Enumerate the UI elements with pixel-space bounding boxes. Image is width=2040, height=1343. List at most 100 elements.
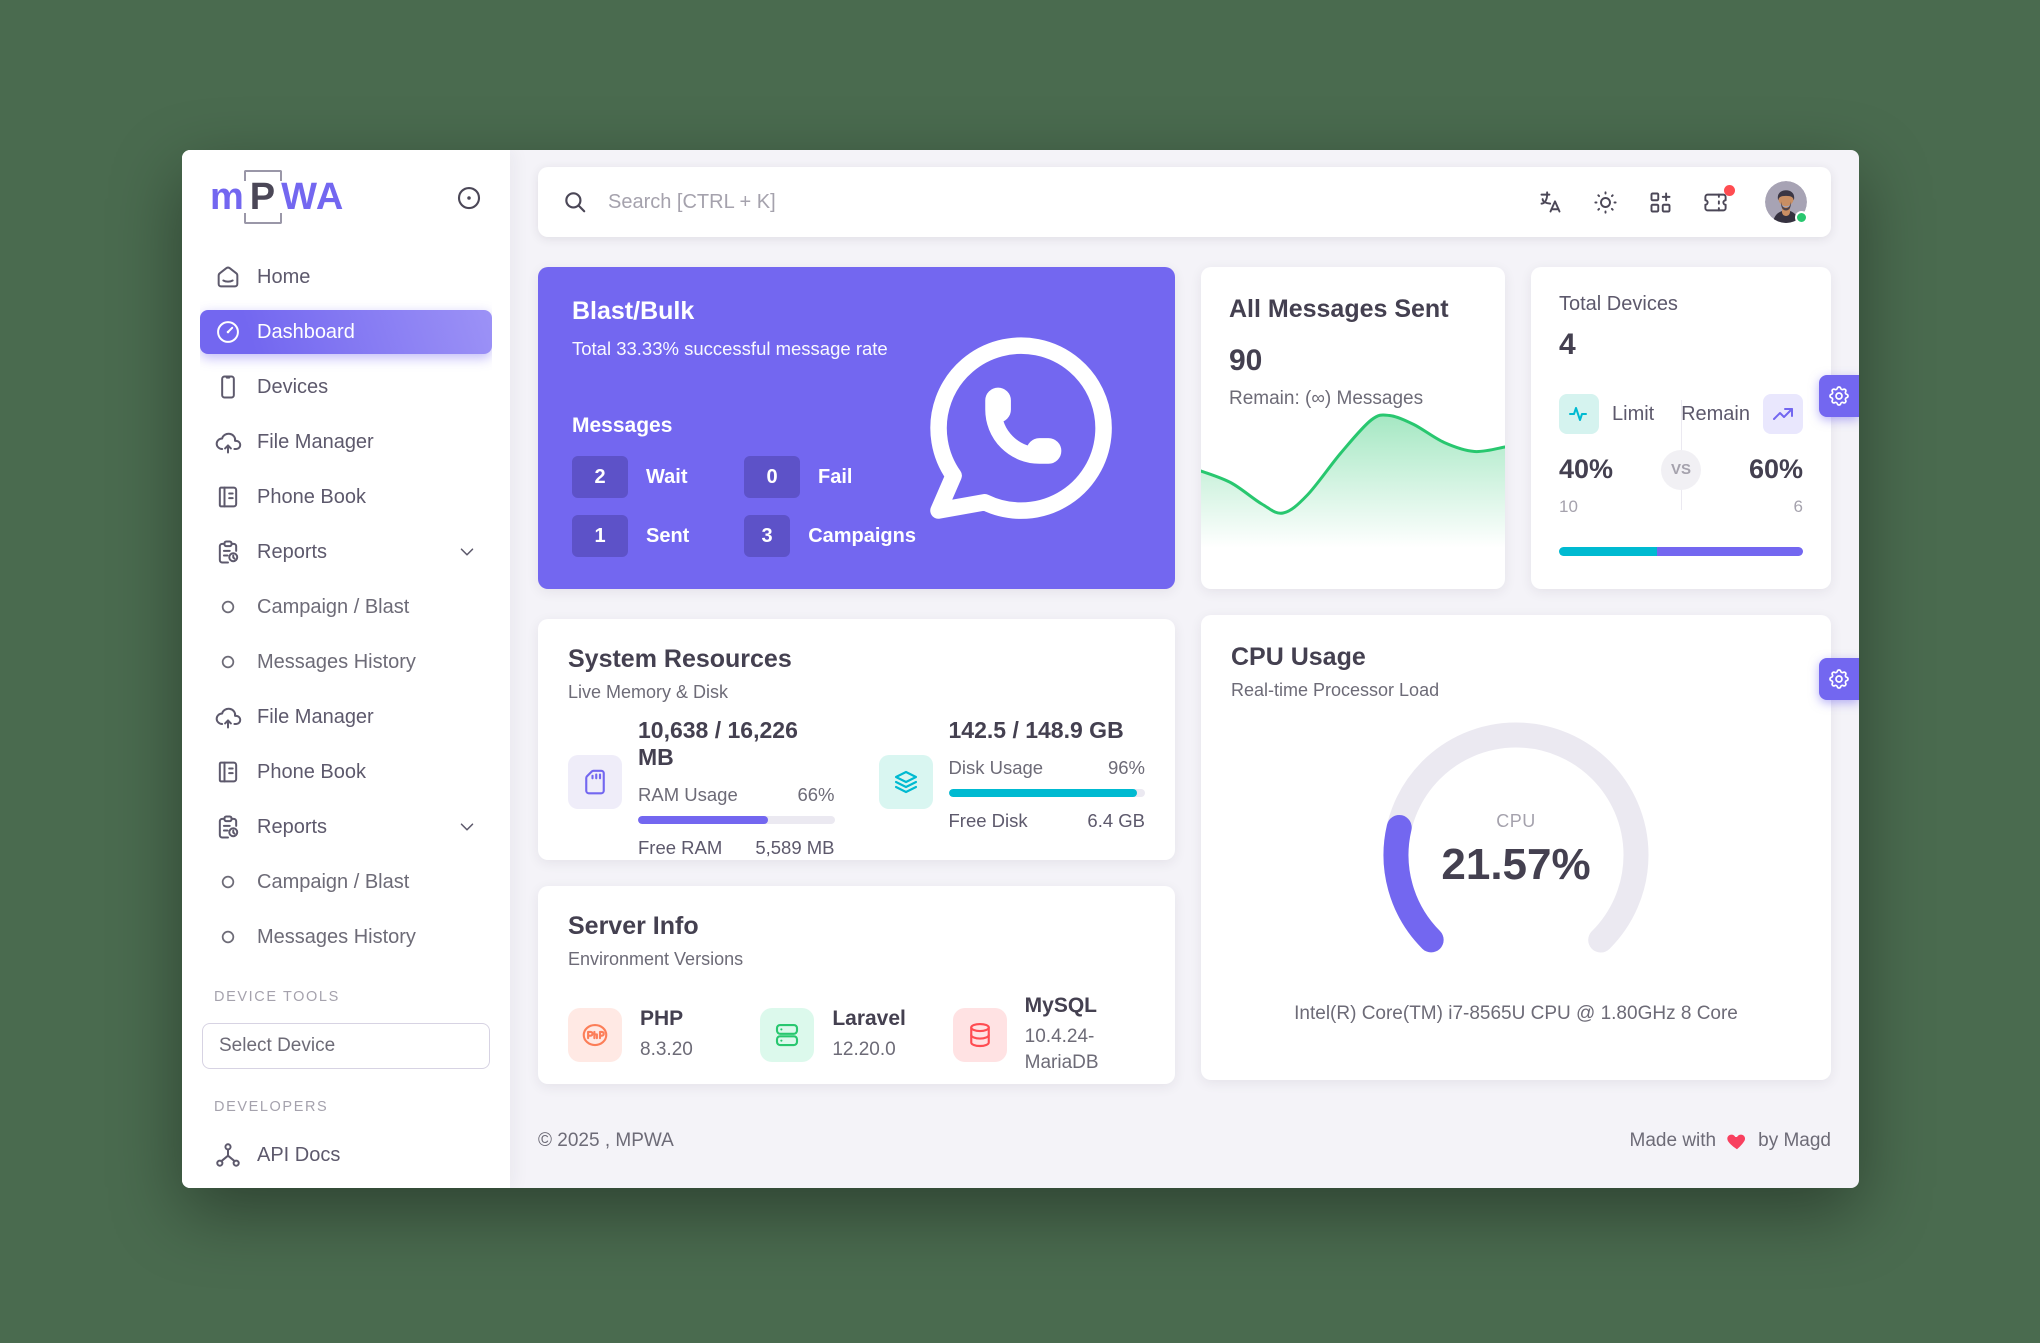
- sidebar-item-campaign-blast[interactable]: Campaign / Blast: [200, 860, 492, 904]
- sidebar-item-label: Messages History: [257, 925, 416, 948]
- remain-label: Remain: [1681, 402, 1750, 425]
- select-device-dropdown[interactable]: Select Device: [202, 1023, 490, 1069]
- env-laravel-text: Laravel 12.20.0: [832, 1007, 906, 1063]
- app-window: m P WA Home Dashboard Devices File Manager Pho…: [182, 150, 1859, 1188]
- logo-part-1: m: [210, 176, 245, 218]
- devices-split-bar: [1559, 547, 1803, 556]
- sidebar-item-campaign-blast[interactable]: Campaign / Blast: [200, 585, 492, 629]
- all-messages-remain: Remain: (∞) Messages: [1229, 388, 1424, 409]
- sidebar-item-label: Dashboard: [257, 320, 355, 343]
- search-icon: [565, 192, 586, 213]
- devices-pct-row: 40% VS 60%: [1559, 449, 1803, 490]
- sidebar-item-messages-history[interactable]: Messages History: [200, 640, 492, 684]
- sidebar-pin-toggle-icon[interactable]: [454, 183, 484, 213]
- whatsapp-icon: [911, 318, 1131, 538]
- ram-column: 10,638 / 16,226 MB RAM Usage 66% Free RA…: [568, 717, 835, 859]
- laravel-server-icon: [760, 1007, 815, 1062]
- sidebar-item-label: API Docs: [257, 1143, 341, 1166]
- limit-percent: 40%: [1559, 454, 1614, 484]
- sidebar-item-label: Campaign / Blast: [257, 595, 410, 618]
- app-logo[interactable]: m P WA: [210, 176, 344, 219]
- shortcuts-grid-icon[interactable]: [1647, 189, 1674, 216]
- right-column: All Messages Sent 90 Remain: (∞) Message…: [1201, 267, 1831, 1084]
- theme-sun-icon[interactable]: [1592, 189, 1619, 216]
- devices-counts-row: 10 6: [1559, 497, 1803, 517]
- search-bar[interactable]: [562, 189, 1537, 215]
- sidebar-item-label: Phone Book: [257, 485, 366, 508]
- stat-campaigns-value: 3: [744, 515, 791, 557]
- search-input[interactable]: [608, 190, 1537, 214]
- env-php-name: PHP: [640, 1006, 684, 1030]
- topbar: [538, 167, 1831, 237]
- sidebar-item-home[interactable]: Home: [200, 255, 492, 299]
- disk-layers-icon: [878, 755, 933, 809]
- phone-book-icon: [214, 483, 242, 511]
- sidebar-item-reports[interactable]: Reports: [200, 530, 492, 574]
- dashboard-icon: [214, 318, 242, 346]
- sidebar-menu: Home Dashboard Devices File Manager Phone Bo…: [200, 255, 492, 1188]
- stat-sent-label: Sent: [646, 524, 690, 547]
- report-icon: [214, 813, 242, 841]
- notifications-ticket-icon[interactable]: [1702, 184, 1735, 216]
- topbar-icons: [1537, 181, 1808, 224]
- sidebar-item-phone-book[interactable]: Phone Book: [200, 750, 492, 794]
- disk-body: 142.5 / 148.9 GB Disk Usage 96% Free Dis…: [948, 717, 1146, 832]
- remain-count: 6: [1793, 497, 1803, 516]
- phone-book-icon: [214, 758, 242, 786]
- remain-percent: 60%: [1748, 454, 1803, 484]
- disk-usage-row: Disk Usage 96%: [949, 757, 1146, 779]
- env-laravel-version: 12.20.0: [832, 1038, 896, 1060]
- disk-value: 142.5 / 148.9 GB: [948, 717, 1124, 743]
- disk-free-row: Free Disk 6.4 GB: [949, 810, 1146, 832]
- language-icon[interactable]: [1537, 189, 1564, 216]
- limit-bar-segment: [1559, 547, 1657, 556]
- sidebar-item-devices[interactable]: Devices: [200, 365, 492, 409]
- cpu-processor-name: Intel(R) Core(TM) i7-8565U CPU @ 1.80GHz…: [1294, 1003, 1738, 1024]
- limit-count: 10: [1559, 497, 1578, 516]
- vs-badge: VS: [1661, 449, 1701, 490]
- env-mysql-version: 10.4.24-MariaDB: [1024, 1026, 1099, 1073]
- sidebar-header: m P WA: [200, 172, 492, 219]
- limit-activity-icon: [1559, 394, 1599, 434]
- resources-columns: 10,638 / 16,226 MB RAM Usage 66% Free RA…: [568, 717, 1145, 859]
- ram-usage-pct: 66%: [797, 784, 835, 805]
- devices-labels-row: Limit Remain: [1559, 394, 1803, 434]
- sidebar-item-file-manager[interactable]: File Manager: [200, 420, 492, 464]
- disk-usage-pct: 96%: [1107, 757, 1145, 778]
- sidebar-item-reports[interactable]: Reports: [200, 805, 492, 849]
- ram-usage-label: RAM Usage: [638, 784, 738, 805]
- bullet-circle-icon: [214, 868, 242, 896]
- customizer-gear-button-top[interactable]: [1819, 375, 1859, 417]
- sidebar-item-label: Campaign / Blast: [257, 870, 410, 893]
- heart-icon: [1727, 1134, 1746, 1150]
- disk-usage-bar-fill: [948, 789, 1138, 797]
- copyright-text: © 2025 , MPWA: [538, 1130, 674, 1151]
- sidebar-item-messages-history[interactable]: Messages History: [200, 915, 492, 959]
- report-icon: [214, 538, 242, 566]
- limit-label: Limit: [1612, 402, 1655, 425]
- disk-column: 142.5 / 148.9 GB Disk Usage 96% Free Dis…: [878, 717, 1146, 859]
- ram-free-row: Free RAM 5,589 MB: [638, 837, 835, 859]
- sidebar-item-dashboard[interactable]: Dashboard: [200, 310, 492, 354]
- cpu-gauge-center: CPU 21.57%: [1366, 713, 1666, 997]
- sidebar-item-api-docs[interactable]: API Docs: [200, 1133, 492, 1177]
- sidebar-item-label: Phone Book: [257, 760, 366, 783]
- sidebar-item-file-manager[interactable]: File Manager: [200, 695, 492, 739]
- devices-stats: Limit Remain: [1559, 394, 1803, 556]
- remain-bar-segment: [1656, 547, 1803, 556]
- blast-stats-grid: 2 Wait 0 Fail 1 Sent: [572, 456, 1141, 557]
- main-area: Blast/Bulk Total 33.33% successful messa…: [510, 150, 1859, 1188]
- limit-pair: Limit: [1559, 394, 1654, 434]
- user-avatar[interactable]: [1765, 181, 1808, 224]
- logo-part-2: P: [247, 176, 279, 218]
- messages-sparkline-chart: [1201, 405, 1505, 555]
- server-info-title: Server Info: [568, 912, 699, 940]
- sidebar-item-phone-book[interactable]: Phone Book: [200, 475, 492, 519]
- ram-free-label: Free RAM: [638, 837, 723, 858]
- customizer-gear-button-bottom[interactable]: [1819, 658, 1859, 700]
- stat-sent: 1 Sent: [572, 515, 744, 557]
- online-status-dot: [1795, 211, 1808, 224]
- chevron-down-icon: [456, 816, 478, 838]
- cpu-gauge-value-arc: [1383, 722, 1649, 988]
- blast-messages-label: Messages: [572, 414, 673, 437]
